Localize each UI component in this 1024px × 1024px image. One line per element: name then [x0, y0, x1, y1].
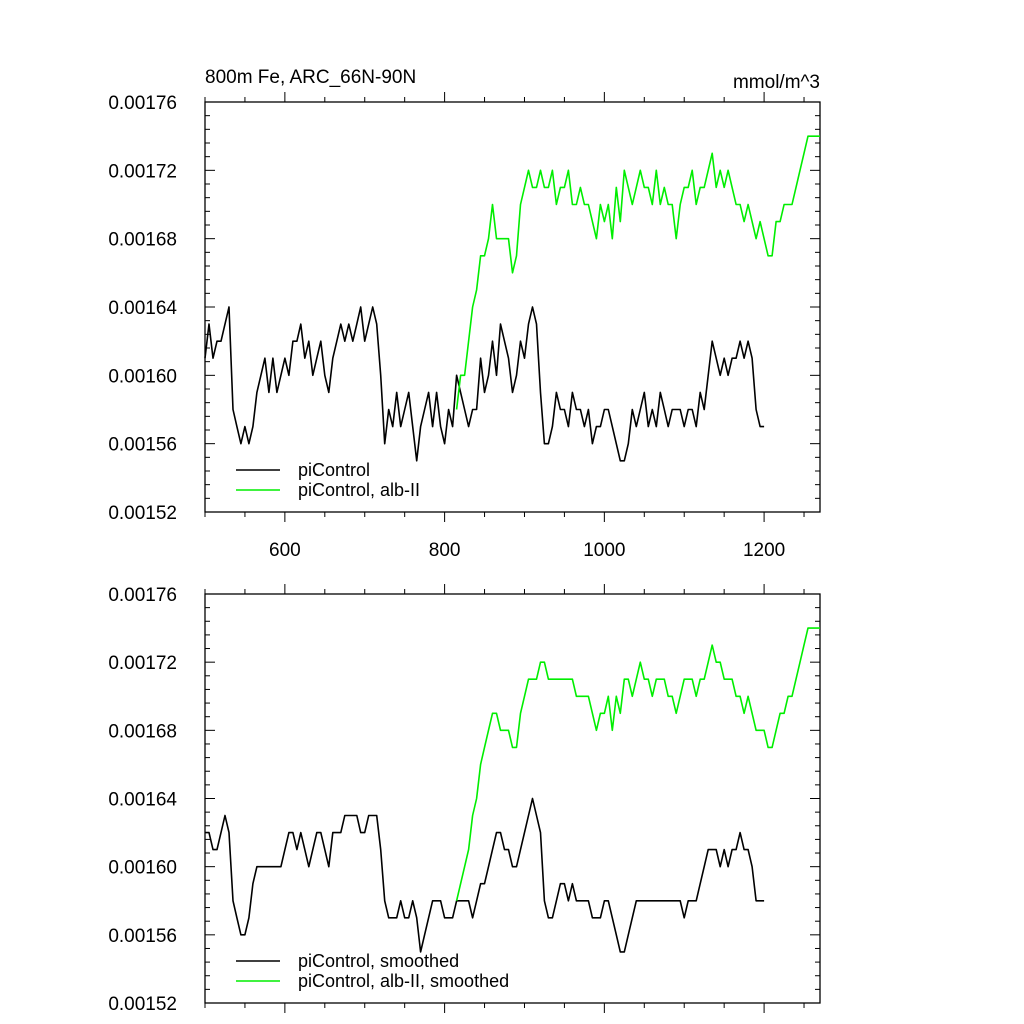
series-line-control — [204, 306, 765, 462]
y-tick-label: 0.00168 — [108, 230, 177, 251]
chart-title: 800m Fe, ARC_66N-90N — [205, 67, 416, 88]
bottom-panel: 0.00152 0.00156 0.00160 0.00164 0.00168 0.001… — [108, 584, 821, 1015]
y-tick-label: 0.00164 — [108, 790, 177, 811]
top-panel: 0.00152 0.00156 0.00160 0.00164 0.00168 0.001… — [108, 92, 821, 561]
legend-label: piControl, alb-II, smoothed — [298, 971, 509, 991]
units-label: mmol/m^3 — [733, 72, 820, 93]
y-tick-label: 0.00176 — [108, 93, 177, 114]
legend-label: piControl, smoothed — [298, 951, 459, 971]
y-tick-label: 0.00156 — [108, 926, 177, 947]
y-tick-label: 0.00172 — [108, 653, 177, 674]
x-tick-label: 600 — [269, 540, 301, 561]
y-tick-label: 0.00160 — [108, 366, 177, 387]
plot-frame — [204, 593, 821, 1004]
series-line-control — [205, 797, 765, 953]
legend-label: piControl — [298, 460, 370, 480]
y-tick-label: 0.00168 — [108, 721, 177, 742]
y-tick-label: 0.00164 — [108, 298, 177, 319]
series-line-albedo — [455, 627, 820, 901]
plot-frame — [204, 101, 821, 513]
y-tick-label: 0.00152 — [108, 994, 177, 1015]
x-tick-label: 1200 — [743, 540, 785, 561]
y-tick-label: 0.00152 — [108, 503, 177, 524]
y-tick-label: 0.00172 — [108, 161, 177, 182]
y-tick-label: 0.00156 — [108, 435, 177, 456]
y-tick-label: 0.00160 — [108, 858, 177, 879]
x-tick-label: 1000 — [583, 540, 625, 561]
y-tick-label: 0.00176 — [108, 585, 177, 606]
legend-label: piControl, alb-II — [298, 480, 420, 500]
series-line-albedo — [455, 135, 820, 410]
x-tick-label: 800 — [429, 540, 461, 561]
